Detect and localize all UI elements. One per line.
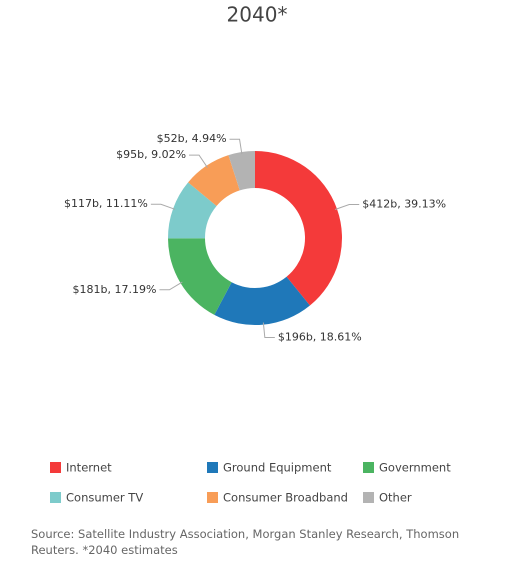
- legend-label: Consumer Broadband: [223, 491, 348, 505]
- source-note: Source: Satellite Industry Association, …: [31, 527, 460, 557]
- chart-title: 2040*: [227, 3, 288, 27]
- legend-label: Ground Equipment: [223, 461, 332, 475]
- data-label: $95b, 9.02%: [116, 148, 186, 161]
- leader-line: [159, 281, 183, 291]
- data-label: $412b, 39.13%: [362, 197, 446, 210]
- chart: 2040* $412b, 39.13% $196b, 18.61% $181b, 1…: [50, 3, 451, 505]
- leader-line: [189, 154, 208, 168]
- donut-slice: [214, 276, 310, 325]
- legend-swatch: [50, 462, 61, 473]
- leader-line: [150, 203, 176, 210]
- donut-slice: [188, 155, 240, 207]
- legend-swatch: [363, 492, 374, 503]
- legend-swatch: [50, 492, 61, 503]
- leader-line: [334, 203, 360, 210]
- data-label: $117b, 11.11%: [64, 197, 148, 210]
- legend-swatch: [207, 492, 218, 503]
- legend-label: Government: [379, 461, 451, 475]
- donut-slice: [168, 182, 217, 239]
- data-label: $52b, 4.94%: [157, 132, 227, 145]
- data-label: $196b, 18.61%: [278, 331, 362, 344]
- legend-label: Consumer TV: [66, 491, 143, 505]
- legend-label: Other: [379, 491, 412, 505]
- leader-line: [262, 322, 275, 339]
- data-label: $181b, 17.19%: [73, 283, 157, 296]
- legend-swatch: [363, 462, 374, 473]
- legend-swatch: [207, 462, 218, 473]
- donut-slice: [228, 151, 255, 191]
- donut-slice: [255, 151, 342, 306]
- legend-label: Internet: [66, 461, 112, 475]
- leader-line: [229, 138, 243, 155]
- donut-slice: [168, 238, 232, 315]
